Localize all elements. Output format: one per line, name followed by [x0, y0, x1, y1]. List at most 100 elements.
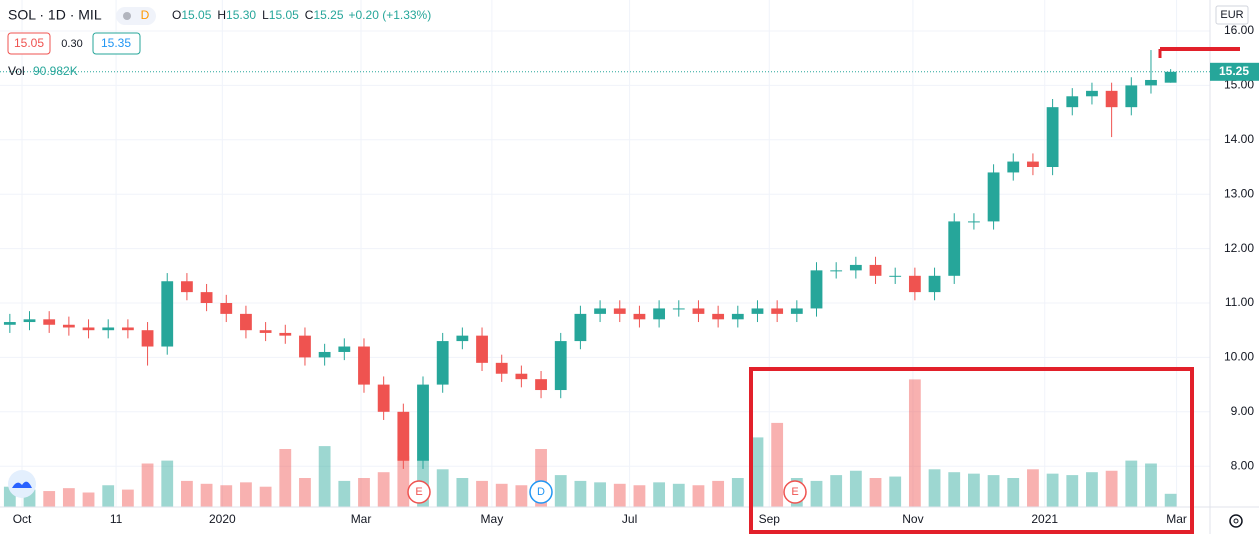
- volume-bar: [102, 485, 115, 507]
- volume-bar: [358, 478, 370, 507]
- ohlc-value: 15.30: [226, 8, 256, 22]
- candle-body: [810, 270, 823, 309]
- candle-body: [712, 313, 725, 320]
- candle-body: [771, 308, 784, 314]
- x-tick-label: 2021: [1031, 512, 1058, 526]
- y-tick-label: 14.00: [1224, 132, 1254, 146]
- candle-body: [653, 308, 666, 320]
- volume-bar: [240, 482, 252, 507]
- ohlc-value: 15.05: [269, 8, 299, 22]
- y-tick-label: 13.00: [1224, 186, 1254, 200]
- change: +0.20 (+1.33%): [349, 8, 432, 22]
- candle-body: [1046, 107, 1059, 168]
- volume-bar: [1145, 463, 1157, 507]
- candle-body: [200, 292, 213, 304]
- volume-bar: [161, 460, 174, 507]
- volume-bar: [200, 483, 213, 507]
- bid-box[interactable]: [7, 32, 51, 55]
- candle-body: [968, 221, 980, 223]
- badge-pill[interactable]: [116, 7, 156, 25]
- candle-body: [220, 303, 233, 314]
- candle-body: [23, 319, 36, 323]
- candle-body: [613, 308, 626, 314]
- volume-bar: [731, 478, 744, 507]
- last-price-box: [1210, 62, 1259, 81]
- volume-bar: [692, 485, 705, 507]
- volume-bar: [1105, 470, 1118, 507]
- volume-bar: [181, 480, 193, 507]
- volume-bar: [1046, 473, 1059, 507]
- candle-body: [161, 281, 174, 347]
- badge-dot: [123, 12, 131, 20]
- event-marker: [783, 480, 807, 504]
- candle-body: [141, 330, 154, 347]
- candle-body: [495, 362, 508, 374]
- volume-bar: [299, 478, 311, 507]
- x-tick-label: Mar: [351, 512, 372, 526]
- highlight-box: [749, 367, 1194, 534]
- volume-bar: [1086, 472, 1098, 507]
- candle-body: [751, 308, 764, 314]
- currency: EUR: [1220, 9, 1243, 21]
- volume-bar: [1125, 460, 1138, 507]
- volume-bar: [889, 476, 902, 507]
- spread: 0.30: [61, 38, 82, 50]
- ohlc-key: L: [262, 8, 269, 22]
- candle-body: [849, 264, 862, 271]
- volume-bar: [1164, 493, 1177, 507]
- candle-body: [1164, 71, 1177, 83]
- volume-value: 90.982K: [33, 64, 78, 78]
- volume-bar: [830, 475, 843, 507]
- candles: [3, 50, 1177, 469]
- x-tick-label: Nov: [902, 512, 923, 526]
- candle-body: [240, 313, 252, 331]
- candle-body: [554, 341, 567, 391]
- volume-bar: [3, 486, 16, 507]
- ask-box[interactable]: [92, 32, 141, 55]
- logo[interactable]: [8, 470, 36, 498]
- candle-body: [82, 327, 95, 331]
- candle-body: [1086, 90, 1098, 97]
- candle-body: [987, 172, 1000, 222]
- y-tick-label: 15.00: [1224, 78, 1254, 92]
- volume-bar: [751, 437, 764, 507]
- settings[interactable]: [1229, 514, 1243, 528]
- candle-body: [417, 384, 429, 461]
- volume-bar: [653, 482, 666, 507]
- volume-bar: [476, 480, 488, 507]
- badge: D: [141, 8, 150, 22]
- volume-bar: [928, 469, 941, 507]
- candle-body: [928, 275, 941, 293]
- candle-body: [1125, 85, 1138, 108]
- x-tick-label: 11: [110, 512, 123, 526]
- candle-body: [338, 346, 351, 352]
- candle-body: [377, 384, 390, 412]
- axes: 8.00 9.00 10.00 11.00 12.00 13.00 14.00 15.00 16…: [0, 23, 1259, 526]
- grid: [0, 0, 1210, 507]
- logo-mark: [12, 481, 32, 488]
- volume-bar: [279, 449, 292, 507]
- y-tick-label: 16.00: [1224, 23, 1254, 37]
- candle-body: [259, 330, 272, 333]
- event-marker: [407, 480, 431, 504]
- ohlc-key: H: [217, 8, 226, 22]
- volume-bar: [397, 456, 410, 507]
- ask: 15.35: [101, 36, 131, 50]
- candle-body: [279, 332, 292, 336]
- x-tick-label: Mar: [1166, 512, 1187, 526]
- volume-bar: [338, 480, 351, 507]
- volume-bar: [23, 489, 36, 507]
- volume-bar: [574, 480, 587, 507]
- volume-bar: [633, 485, 646, 507]
- volume-bar: [771, 422, 784, 507]
- volume-bar: [436, 469, 449, 507]
- x-tick-label: Oct: [13, 512, 32, 526]
- currency-box[interactable]: [1215, 5, 1249, 25]
- candle-body: [672, 308, 685, 310]
- volume-bar: [1007, 478, 1020, 507]
- candle-body: [397, 411, 410, 461]
- candle-body: [692, 308, 705, 314]
- candle-body: [731, 313, 744, 320]
- candle-body: [3, 322, 16, 325]
